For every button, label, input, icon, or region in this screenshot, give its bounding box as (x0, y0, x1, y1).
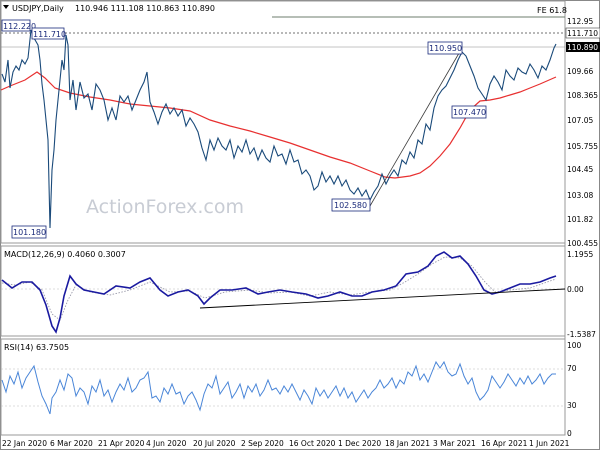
svg-text:108.365: 108.365 (567, 91, 598, 100)
svg-text:105.755: 105.755 (567, 142, 598, 151)
svg-text:3 Mar 2021: 3 Mar 2021 (433, 439, 476, 448)
svg-text:110.946 111.108 110.863 110.89: 110.946 111.108 110.863 110.890 (75, 4, 215, 13)
svg-text:112.220: 112.220 (3, 22, 36, 31)
svg-text:16 Apr 2021: 16 Apr 2021 (481, 439, 528, 448)
rsi-axis: 100 70 30 0 (567, 341, 582, 438)
svg-text:30: 30 (567, 401, 577, 410)
svg-text:100.455: 100.455 (567, 239, 598, 248)
dropdown-arrow-icon (3, 5, 9, 9)
annotation-112-220: 112.220 (1, 19, 36, 32)
rsi-label: RSI(14) 63.7505 (4, 343, 69, 352)
svg-text:110.890: 110.890 (567, 43, 598, 52)
svg-text:2 Sep 2020: 2 Sep 2020 (241, 439, 284, 448)
svg-text:6 Mar 2020: 6 Mar 2020 (50, 439, 93, 448)
macd-signal-line (1, 256, 557, 321)
svg-text:103.08: 103.08 (567, 191, 593, 200)
level-box-111-710 (565, 27, 600, 39)
svg-text:104.45: 104.45 (567, 165, 593, 174)
macd-label: MACD(12,26,9) 0.4060 0.3007 (4, 250, 126, 259)
price-series (1, 29, 557, 229)
chart-header: USDJPY,Daily 110.946 111.108 110.863 110… (3, 4, 215, 13)
svg-text:107.05: 107.05 (567, 116, 593, 125)
svg-text:1.1955: 1.1955 (567, 250, 593, 259)
svg-text:0.00: 0.00 (567, 285, 584, 294)
annotation-107-470: 107.470 (451, 105, 487, 119)
svg-text:-1.5387: -1.5387 (567, 330, 596, 339)
svg-text:21 Apr 2020: 21 Apr 2020 (98, 439, 145, 448)
watermark: ActionForex.com (86, 196, 244, 218)
rsi-line (1, 360, 556, 415)
annotation-102-580: 102.580 (331, 198, 371, 212)
svg-text:0: 0 (567, 429, 572, 438)
price-axis: 112.95 111.710 110.890 109.66 108.365 10… (565, 17, 600, 248)
annotation-101-180: 101.180 (11, 225, 47, 239)
svg-text:102.580: 102.580 (334, 201, 367, 210)
current-price-box (566, 42, 600, 52)
svg-text:1 Jun 2021: 1 Jun 2021 (529, 439, 570, 448)
svg-text:70: 70 (567, 364, 577, 373)
svg-text:110.950: 110.950 (429, 44, 462, 53)
price-panel (0, 0, 566, 244)
ema-line (0, 71, 557, 179)
svg-text:16 Oct 2020: 16 Oct 2020 (289, 439, 336, 448)
svg-text:112.95: 112.95 (567, 17, 593, 26)
uptrend-line (369, 47, 463, 207)
macd-axis: 1.1955 0.00 -1.5387 (567, 250, 596, 339)
svg-text:101.82: 101.82 (567, 215, 593, 224)
svg-text:107.470: 107.470 (453, 108, 486, 117)
annotation-111-710: 111.710 (31, 27, 66, 40)
svg-text:111.710: 111.710 (567, 29, 598, 38)
svg-text:101.180: 101.180 (13, 228, 46, 237)
fib-label: FE 61.8 (537, 6, 567, 15)
annotation-110-950: 110.950 (427, 41, 463, 55)
svg-text:109.66: 109.66 (567, 67, 593, 76)
svg-text:4 Jun 2020: 4 Jun 2020 (146, 439, 187, 448)
svg-text:1 Dec 2020: 1 Dec 2020 (338, 439, 381, 448)
svg-text:22 Jan 2020: 22 Jan 2020 (2, 439, 47, 448)
svg-text:18 Jan 2021: 18 Jan 2021 (385, 439, 430, 448)
svg-text:111.710: 111.710 (33, 30, 66, 39)
time-axis: 22 Jan 2020 6 Mar 2020 21 Apr 2020 4 Jun… (2, 439, 570, 448)
macd-trend-line (199, 288, 566, 309)
svg-text:100: 100 (567, 341, 582, 350)
svg-text:20 Jul 2020: 20 Jul 2020 (193, 439, 236, 448)
svg-text:USDJPY,Daily: USDJPY,Daily (12, 4, 64, 13)
macd-line (1, 251, 557, 334)
